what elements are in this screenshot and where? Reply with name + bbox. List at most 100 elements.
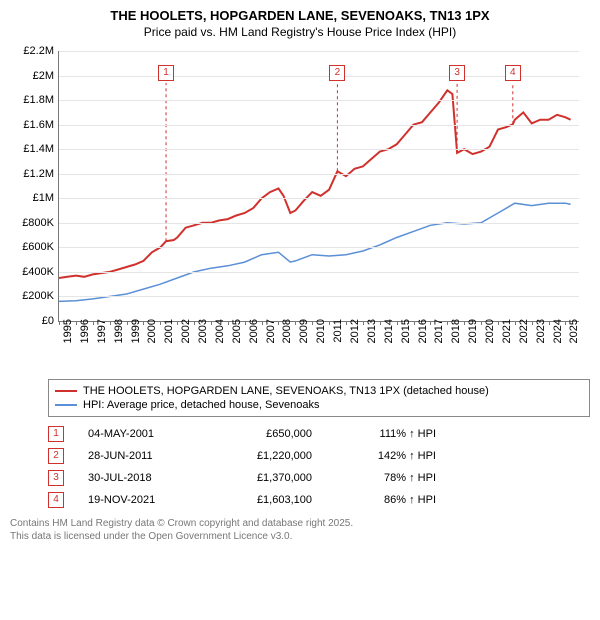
plot-area: 1234 — [58, 51, 579, 322]
x-axis-label: 2005 — [231, 319, 243, 359]
legend-swatch — [55, 404, 77, 406]
x-tick — [177, 321, 178, 325]
x-axis-label: 2025 — [568, 319, 580, 359]
transaction-price: £1,603,100 — [222, 494, 312, 506]
x-tick — [194, 321, 195, 325]
x-axis-label: 2011 — [332, 319, 344, 359]
y-axis-label: £1.4M — [10, 143, 54, 155]
x-tick — [346, 321, 347, 325]
y-axis-label: £600K — [10, 241, 54, 253]
x-tick — [312, 321, 313, 325]
x-tick — [515, 321, 516, 325]
y-axis-label: £1.8M — [10, 94, 54, 106]
x-tick — [278, 321, 279, 325]
title-block: THE HOOLETS, HOPGARDEN LANE, SEVENOAKS, … — [0, 0, 600, 43]
x-tick — [76, 321, 77, 325]
x-axis-label: 2020 — [484, 319, 496, 359]
gridline — [59, 100, 579, 101]
chart-area: 1234 £0£200K£400K£600K£800K£1M£1.2M£1.4M… — [10, 43, 590, 373]
transactions-table: 104-MAY-2001£650,000111% ↑ HPI228-JUN-20… — [48, 423, 590, 511]
x-axis-label: 2002 — [180, 319, 192, 359]
x-tick — [397, 321, 398, 325]
x-tick — [329, 321, 330, 325]
x-axis-label: 2010 — [315, 319, 327, 359]
transaction-marker: 3 — [48, 470, 64, 486]
chart-container: THE HOOLETS, HOPGARDEN LANE, SEVENOAKS, … — [0, 0, 600, 543]
x-axis-label: 2008 — [281, 319, 293, 359]
x-axis-label: 2013 — [366, 319, 378, 359]
x-tick — [549, 321, 550, 325]
x-tick — [447, 321, 448, 325]
y-axis-label: £200K — [10, 290, 54, 302]
transaction-date: 19-NOV-2021 — [88, 494, 198, 506]
x-tick — [143, 321, 144, 325]
gridline — [59, 174, 579, 175]
x-axis-label: 2024 — [552, 319, 564, 359]
x-tick — [565, 321, 566, 325]
x-axis-label: 2015 — [400, 319, 412, 359]
x-axis-label: 2007 — [265, 319, 277, 359]
x-tick — [93, 321, 94, 325]
x-tick — [498, 321, 499, 325]
y-axis-label: £0 — [10, 315, 54, 327]
transaction-price: £1,370,000 — [222, 472, 312, 484]
x-axis-label: 2014 — [383, 319, 395, 359]
x-tick — [245, 321, 246, 325]
x-tick — [430, 321, 431, 325]
x-tick — [481, 321, 482, 325]
x-tick — [211, 321, 212, 325]
legend: THE HOOLETS, HOPGARDEN LANE, SEVENOAKS, … — [48, 379, 590, 417]
y-axis-label: £1M — [10, 192, 54, 204]
x-axis-label: 2018 — [450, 319, 462, 359]
legend-swatch — [55, 390, 77, 392]
y-axis-label: £2.2M — [10, 45, 54, 57]
x-axis-label: 2004 — [214, 319, 226, 359]
x-axis-label: 1998 — [113, 319, 125, 359]
x-axis-label: 1997 — [96, 319, 108, 359]
transaction-price: £1,220,000 — [222, 450, 312, 462]
x-axis-label: 1999 — [130, 319, 142, 359]
chart-marker: 2 — [329, 65, 345, 81]
legend-label: THE HOOLETS, HOPGARDEN LANE, SEVENOAKS, … — [83, 385, 489, 397]
x-tick — [110, 321, 111, 325]
y-axis-label: £1.2M — [10, 168, 54, 180]
y-axis-label: £800K — [10, 217, 54, 229]
gridline — [59, 223, 579, 224]
x-tick — [464, 321, 465, 325]
x-axis-label: 2016 — [417, 319, 429, 359]
x-axis-label: 1995 — [62, 319, 74, 359]
x-tick — [363, 321, 364, 325]
x-axis-label: 2021 — [501, 319, 513, 359]
x-axis-label: 2017 — [433, 319, 445, 359]
transaction-date: 30-JUL-2018 — [88, 472, 198, 484]
chart-marker: 1 — [158, 65, 174, 81]
chart-marker: 4 — [505, 65, 521, 81]
transaction-row: 228-JUN-2011£1,220,000142% ↑ HPI — [48, 445, 590, 467]
x-axis-label: 1996 — [79, 319, 91, 359]
footer: Contains HM Land Registry data © Crown c… — [10, 517, 590, 543]
x-axis-label: 2009 — [298, 319, 310, 359]
gridline — [59, 51, 579, 52]
x-tick — [414, 321, 415, 325]
x-tick — [127, 321, 128, 325]
footer-line-2: This data is licensed under the Open Gov… — [10, 530, 590, 543]
x-axis-label: 2022 — [518, 319, 530, 359]
transaction-date: 28-JUN-2011 — [88, 450, 198, 462]
gridline — [59, 247, 579, 248]
transaction-marker: 4 — [48, 492, 64, 508]
x-tick — [262, 321, 263, 325]
y-axis-label: £2M — [10, 70, 54, 82]
transaction-row: 330-JUL-2018£1,370,00078% ↑ HPI — [48, 467, 590, 489]
legend-item: THE HOOLETS, HOPGARDEN LANE, SEVENOAKS, … — [55, 384, 583, 398]
series-price_paid — [59, 90, 571, 278]
gridline — [59, 125, 579, 126]
footer-line-1: Contains HM Land Registry data © Crown c… — [10, 517, 590, 530]
y-axis-label: £1.6M — [10, 119, 54, 131]
gridline — [59, 198, 579, 199]
gridline — [59, 272, 579, 273]
x-axis-label: 2001 — [163, 319, 175, 359]
x-tick — [532, 321, 533, 325]
x-axis-label: 2023 — [535, 319, 547, 359]
transaction-marker: 1 — [48, 426, 64, 442]
x-axis-label: 2012 — [349, 319, 361, 359]
